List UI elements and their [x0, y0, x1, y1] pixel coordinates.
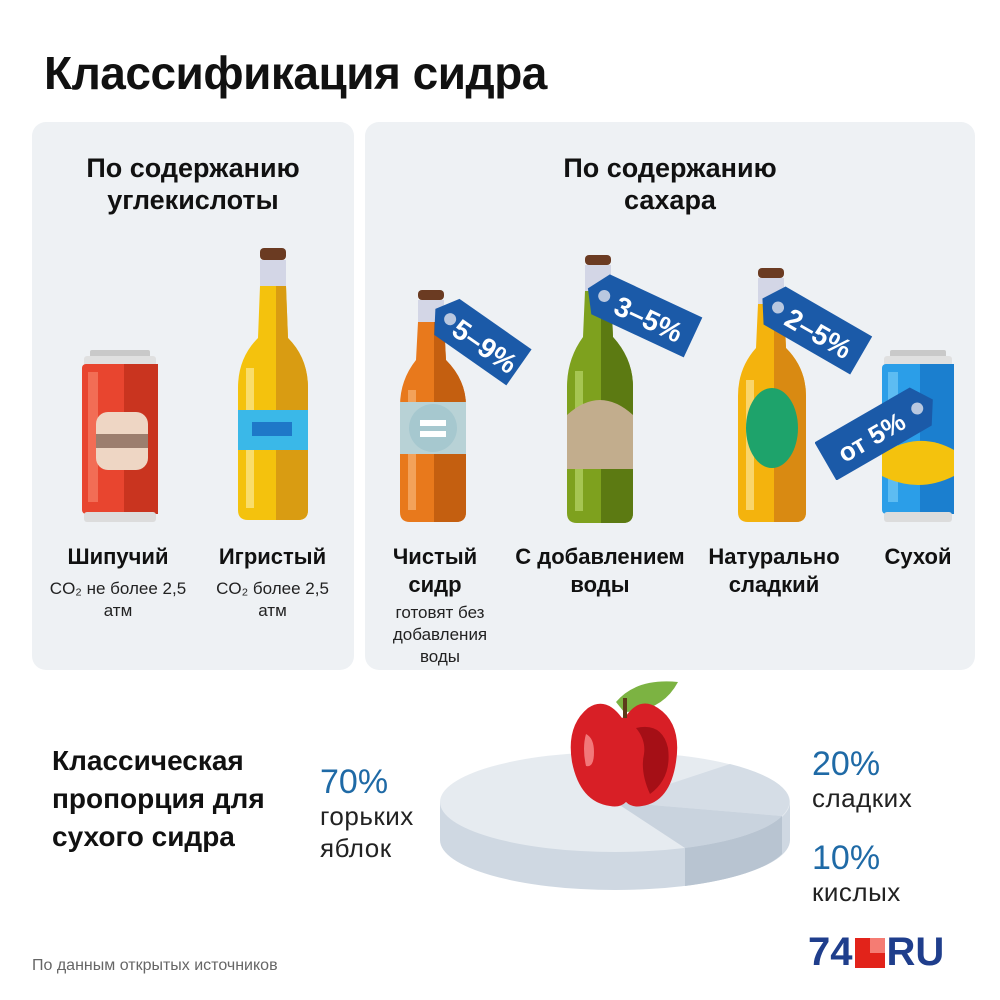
proportion-pie-chart: [440, 752, 790, 890]
item-name-sweet: Натурально сладкий: [708, 544, 840, 597]
logo-ru: RU: [886, 930, 945, 974]
sparkling-bottle-icon: [238, 248, 308, 520]
pct-bitter: 70%: [320, 763, 389, 801]
logo-mark-icon: [854, 937, 885, 968]
sugar-panel: [365, 122, 975, 670]
pct-sweet: 20%: [812, 745, 881, 783]
pure-cider-bottle-icon: [400, 290, 466, 522]
page-title: Классификация сидра: [44, 47, 547, 99]
naturally-sweet-bottle-icon: [738, 268, 806, 522]
label-bitter: горьких яблок: [320, 801, 414, 863]
tag-naturally-sweet: 2–5%: [762, 286, 873, 375]
apple-icon: [570, 681, 678, 807]
source-note: По данным открытых источников: [32, 957, 278, 974]
water-added-bottle-icon: [567, 255, 633, 523]
item-name-fizzy: Шипучий: [67, 544, 169, 569]
item-name-water: С добавлением воды: [515, 544, 685, 597]
label-sour: кислых: [812, 877, 901, 907]
tag-pure-cider: 5–9%: [434, 298, 532, 386]
carbonation-heading: По содержанию углекислоты: [86, 153, 300, 215]
item-name-dry: Сухой: [884, 544, 952, 569]
pct-sour: 10%: [812, 839, 881, 877]
item-name-sparkling: Игристый: [218, 544, 327, 569]
tag-water-added: 3–5%: [587, 274, 703, 358]
site-logo[interactable]: 74 RU: [808, 930, 944, 975]
label-sweet: сладких: [812, 783, 913, 813]
item-name-pure: Чистый сидр: [392, 544, 478, 597]
item-desc-sparkling: CO₂ более 2,5 атм: [216, 579, 329, 620]
proportion-heading: Классическая пропорция для сухого сидра: [52, 745, 265, 852]
logo-number: 74: [808, 930, 853, 974]
item-desc-fizzy: CO₂ не более 2,5 атм: [49, 579, 187, 620]
sugar-heading: По содержанию сахара: [563, 153, 777, 215]
tag-dry: от 5%: [815, 387, 933, 480]
red-can-icon: [82, 350, 158, 522]
item-desc-pure: готовят без добавления воды: [392, 603, 488, 666]
